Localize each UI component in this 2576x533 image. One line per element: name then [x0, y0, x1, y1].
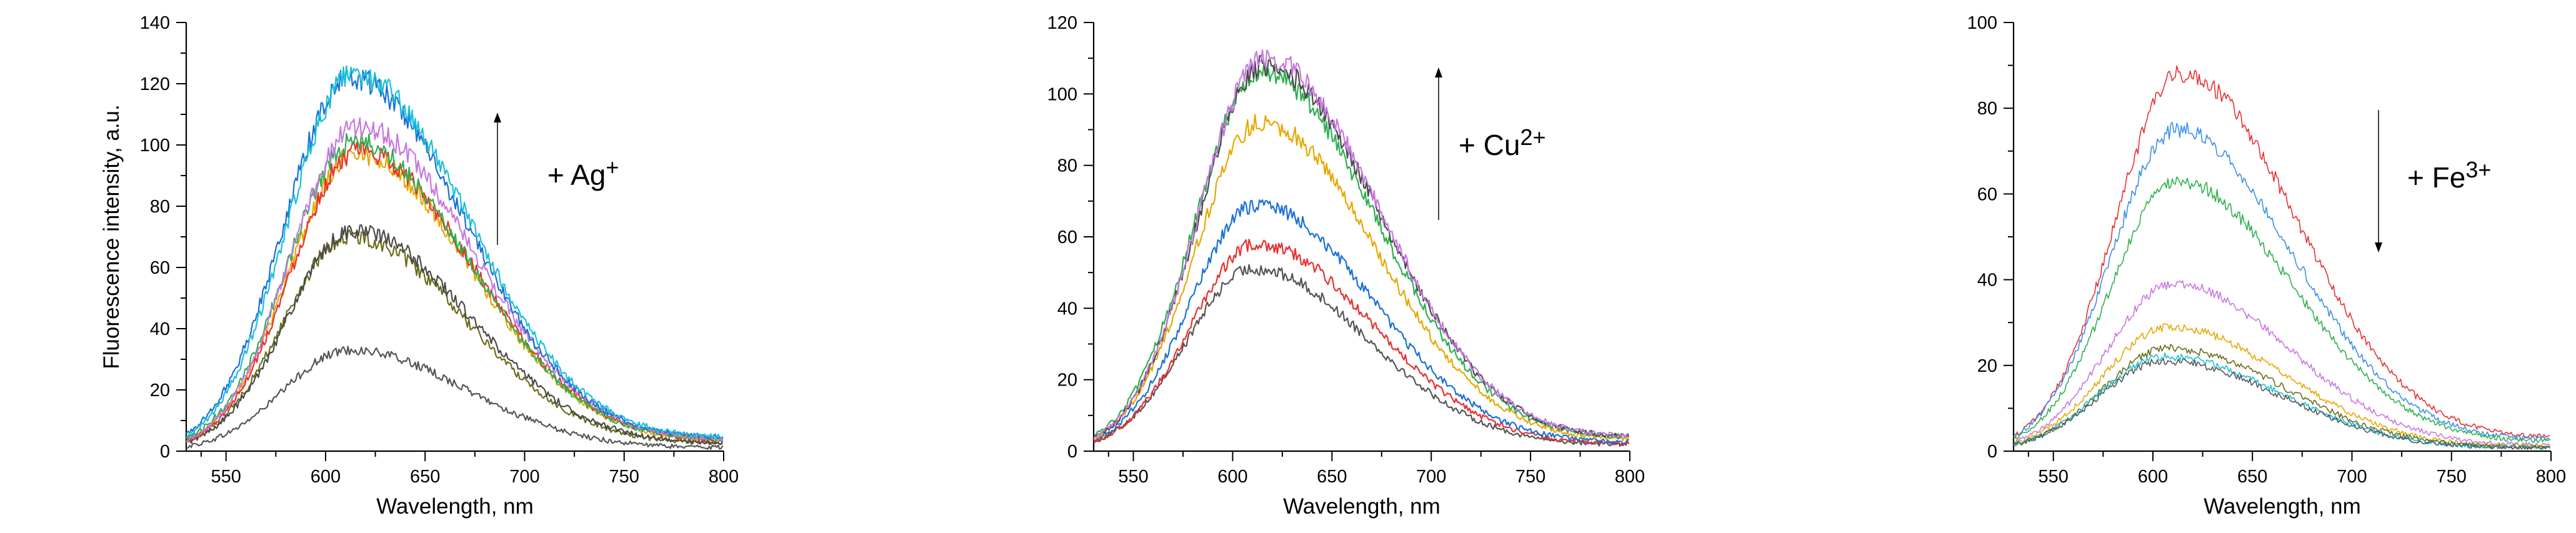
y-tick-label: 20: [1057, 371, 1077, 391]
x-tick-label: 600: [2138, 467, 2168, 487]
x-axis-label: Wavelength, nm: [376, 494, 534, 519]
y-tick-label: 60: [1977, 184, 1997, 204]
y-tick-label: 0: [1987, 442, 1997, 462]
x-tick-label: 800: [2536, 467, 2566, 487]
panel-fe: 0 20 40 60 80 100 550 600 650 700 750 800 Wavelength…: [1967, 13, 2567, 519]
x-tick-label: 800: [1615, 467, 1645, 487]
x-tick-label: 700: [2337, 467, 2367, 487]
series-line-1: [2014, 121, 2551, 441]
series-line-3: [1094, 114, 1630, 442]
y-tick-label: 40: [150, 319, 170, 339]
x-axis-label: Wavelength, nm: [2204, 494, 2361, 519]
series-line-5: [1094, 55, 1630, 439]
x-tick-label: 750: [1515, 467, 1545, 487]
y-tick-label: 100: [140, 136, 170, 156]
series-line-5: [186, 132, 724, 442]
ion-prefix: + Ag: [547, 159, 606, 191]
y-tick-label: 100: [1967, 13, 1997, 33]
y-tick-label: 0: [1067, 442, 1077, 462]
ion-prefix: + Fe: [2407, 161, 2465, 194]
panel-ag: 0 20 40 60 80 100 120 140 550 600 650 700 750 800 Wave…: [99, 13, 739, 519]
x-tick-label: 700: [1416, 467, 1446, 487]
y-tick-label: 80: [1977, 99, 1997, 119]
arrow-head-icon: [2375, 242, 2382, 252]
arrow-head-icon: [1435, 67, 1442, 77]
series-line-2: [186, 224, 724, 446]
x-tick-label: 700: [509, 467, 539, 487]
x-tick-label: 650: [410, 467, 440, 487]
ion-charge: +: [606, 154, 619, 180]
ion-annotation: + Cu2+: [1459, 124, 1546, 161]
series-line-3: [2014, 280, 2550, 447]
x-tick-label: 750: [2437, 467, 2467, 487]
series-line-2: [2014, 176, 2550, 444]
y-tick-label: 120: [1047, 13, 1077, 33]
x-tick-label: 550: [211, 467, 241, 487]
ion-charge: 3+: [2465, 157, 2491, 182]
series-line-1: [186, 229, 723, 446]
x-tick-label: 650: [2237, 467, 2267, 487]
y-tick-label: 40: [1057, 299, 1077, 319]
series-group: [2014, 65, 2551, 451]
series-line-0: [186, 346, 724, 450]
series-line-4: [1094, 62, 1629, 439]
series-line-6: [1094, 49, 1629, 439]
series-line-7: [186, 66, 724, 440]
y-tick-label: 100: [1047, 84, 1077, 104]
series-line-2: [1094, 199, 1629, 444]
x-tick-label: 600: [1217, 467, 1247, 487]
ion-prefix: + Cu: [1459, 129, 1520, 161]
x-tick-label: 550: [2039, 467, 2069, 487]
y-tick-label: 20: [150, 381, 170, 401]
x-tick-label: 800: [709, 467, 739, 487]
series-line-6: [186, 117, 724, 443]
ion-charge: 2+: [1520, 124, 1545, 150]
y-tick-label: 60: [1057, 227, 1077, 247]
y-tick-label: 0: [160, 442, 170, 462]
series-line-5: [2014, 344, 2550, 450]
x-tick-label: 750: [609, 467, 639, 487]
y-tick-label: 20: [1977, 356, 1997, 376]
x-tick-label: 600: [311, 467, 341, 487]
y-tick-label: 80: [1057, 156, 1077, 176]
series-line-0: [1094, 264, 1629, 447]
series-line-7: [2014, 358, 2550, 450]
x-tick-label: 550: [1118, 467, 1148, 487]
series-line-0: [2014, 65, 2550, 439]
y-tick-label: 80: [150, 197, 170, 217]
y-tick-label: 120: [140, 74, 170, 94]
x-axis-label: Wavelength, nm: [1283, 494, 1440, 519]
y-tick-label: 60: [150, 258, 170, 278]
y-tick-label: 140: [140, 13, 170, 33]
panel-cu: 0 20 40 60 80 100 120 550 600 650 700 750 800 Wavelen…: [1047, 13, 1645, 519]
x-tick-label: 650: [1317, 467, 1347, 487]
arrow-head-icon: [494, 112, 501, 122]
series-group: [1094, 49, 1630, 447]
series-line-8: [186, 65, 723, 440]
series-line-3: [186, 145, 723, 443]
ion-annotation: + Fe3+: [2407, 157, 2491, 194]
ion-annotation: + Ag+: [547, 154, 619, 191]
y-axis-label: Fluorescence intensity, a.u.: [99, 104, 124, 369]
series-group: [186, 65, 724, 450]
series-line-6: [2014, 352, 2550, 451]
y-tick-label: 40: [1977, 271, 1997, 291]
